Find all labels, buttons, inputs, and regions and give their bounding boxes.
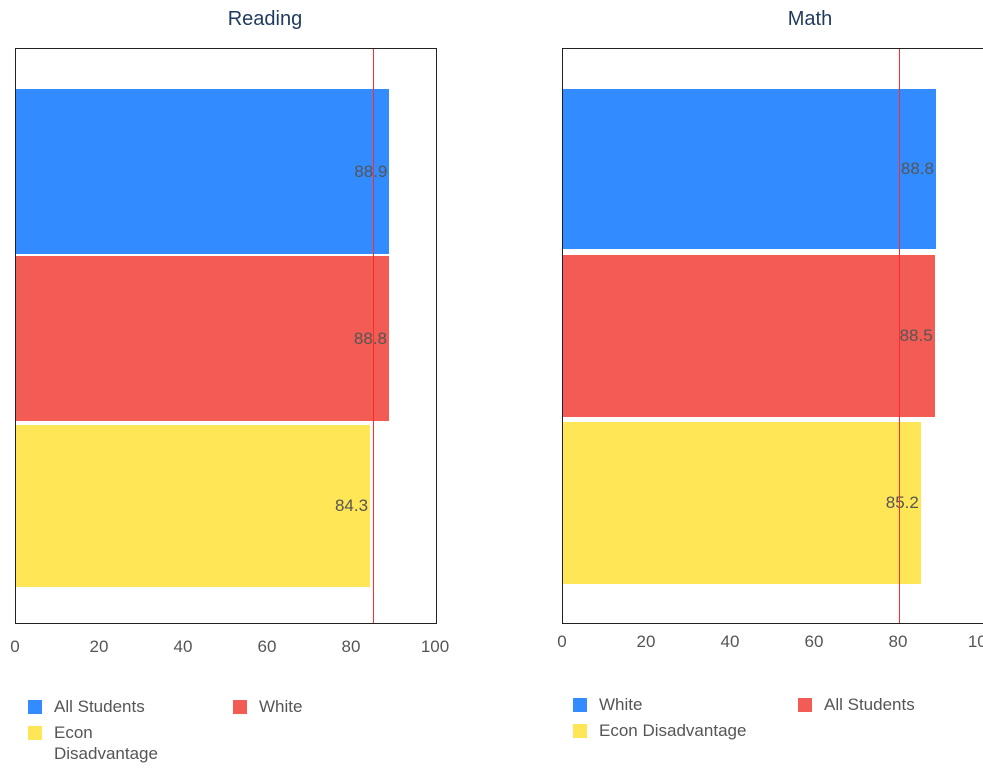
bar-value-label: 88.8 — [900, 159, 934, 178]
plot-area: 88.9 88.8 84.3 — [15, 48, 437, 624]
bar-all-students — [563, 255, 935, 417]
x-tick-label: 80 — [888, 632, 908, 651]
math-chart: Math 88.8 88.5 85.2 0 20 40 60 80 100 White All S… — [545, 0, 983, 768]
x-tick-label: 80 — [341, 637, 361, 656]
legend-swatch — [798, 698, 812, 712]
bar-value-label: 88.8 — [353, 328, 387, 348]
x-tick-label: 40 — [720, 632, 740, 651]
legend-swatch — [28, 726, 42, 740]
legend-label: White — [599, 695, 643, 714]
reading-chart: Reading 88.9 88.8 84.3 0 20 40 60 80 100 All Stu… — [0, 0, 491, 768]
bar-value-label: 84.3 — [334, 496, 369, 515]
x-tick-label: 60 — [804, 632, 824, 651]
bar-value-label: 88.5 — [899, 326, 933, 345]
x-tick-label: 100 — [967, 632, 983, 651]
legend-label: White — [259, 697, 303, 716]
legend-label: Econ Disadvantage — [599, 721, 747, 740]
x-tick-label: 0 — [557, 632, 567, 651]
x-tick-label: 20 — [89, 637, 109, 656]
bar-all-students — [16, 89, 390, 254]
x-tick-label: 0 — [10, 637, 20, 656]
bar-econ-disadvantage — [16, 425, 371, 587]
legend-swatch — [573, 724, 587, 738]
reference-line — [373, 49, 374, 623]
legend-label: Econ Disadvantage — [54, 723, 158, 763]
chart-title: Reading — [227, 8, 303, 30]
legend-label: All Students — [54, 697, 145, 716]
reference-line — [899, 49, 900, 623]
bar-value-label: 85.2 — [885, 493, 919, 512]
legend-label: All Students — [824, 695, 915, 714]
x-tick-label: 20 — [636, 632, 656, 651]
legend-swatch — [233, 700, 247, 714]
bar-white — [16, 256, 389, 421]
x-tick-label: 40 — [173, 637, 193, 656]
bar-white — [563, 89, 936, 249]
x-tick-label: 100 — [420, 637, 450, 656]
plot-area: 88.8 88.5 85.2 — [562, 48, 983, 624]
x-tick-label: 60 — [257, 637, 277, 656]
legend-swatch — [28, 700, 42, 714]
bar-value-label: 88.9 — [354, 161, 388, 181]
legend-swatch — [573, 698, 587, 712]
chart-title: Math — [787, 8, 833, 30]
bar-econ-disadvantage — [563, 422, 921, 584]
